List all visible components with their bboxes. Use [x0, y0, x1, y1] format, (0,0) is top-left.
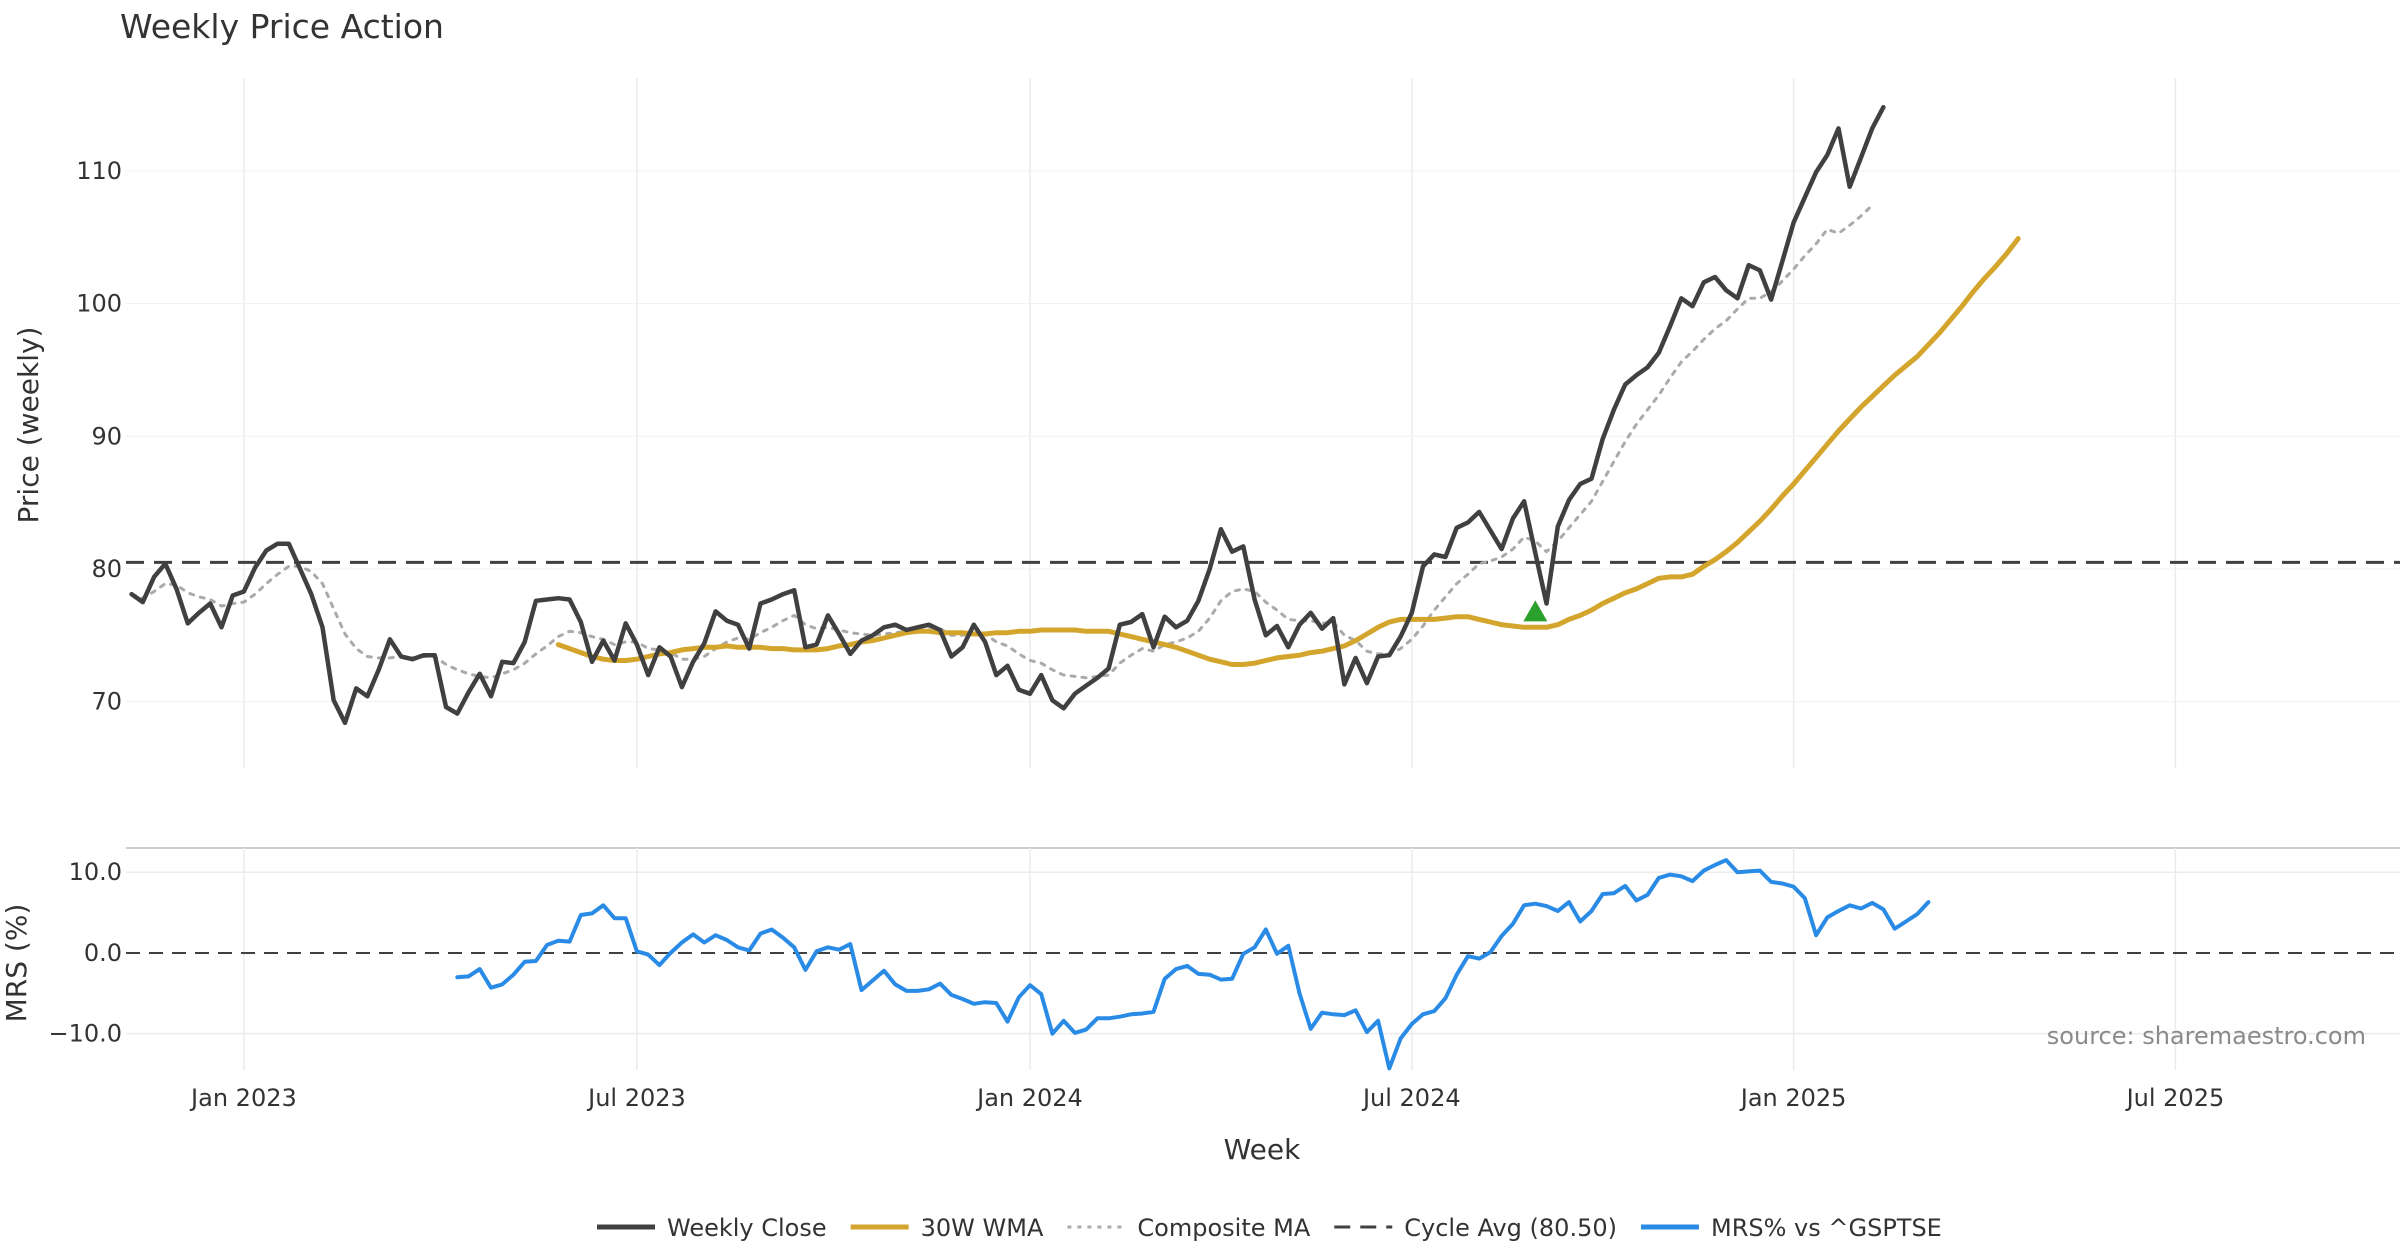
- x-tick-label: Jan 2024: [975, 1084, 1083, 1112]
- x-tick-label: Jan 2023: [189, 1084, 297, 1112]
- mrs-y-ticks: 10.0 0.0 −10.0: [48, 858, 122, 1047]
- price-y-tick-label: 100: [76, 290, 122, 318]
- price-y-tick-label: 70: [91, 688, 122, 716]
- legend-label: MRS% vs ^GSPTSE: [1711, 1214, 1942, 1242]
- mrs-y-tick-label: −10.0: [48, 1020, 122, 1048]
- chart-legend: Weekly Close 30W WMA Composite MA Cycle Avg…: [597, 1214, 1942, 1242]
- mrs-panel-grid: [126, 848, 2400, 1070]
- x-tick-label: Jul 2025: [2125, 1084, 2225, 1112]
- price-y-tick-label: 80: [91, 555, 122, 583]
- buy-signal-marker: [1523, 600, 1548, 622]
- legend-label: Cycle Avg (80.50): [1404, 1214, 1617, 1242]
- mrs-series-group: [455, 858, 1931, 1071]
- price-y-axis-label: Price (weekly): [12, 327, 45, 524]
- x-tick-label: Jul 2023: [586, 1084, 686, 1112]
- legend-label: 30W WMA: [921, 1214, 1044, 1242]
- composite-ma-line: [130, 203, 1874, 680]
- 30w-wma-line: [555, 236, 2021, 667]
- mrs-y-axis-label: MRS (%): [0, 904, 33, 1023]
- price-y-tick-label: 90: [91, 422, 122, 450]
- legend-label: Weekly Close: [667, 1214, 827, 1242]
- mrs-vs-gsptse-line: [455, 858, 1931, 1071]
- price-y-ticks: 70 80 90 100 110: [76, 157, 122, 716]
- price-panel-grid: [126, 78, 2400, 768]
- x-tick-label: Jul 2024: [1361, 1084, 1461, 1112]
- price-y-tick-label: 110: [76, 157, 122, 185]
- x-axis-label: Week: [1224, 1133, 1301, 1166]
- x-tick-label: Jan 2025: [1739, 1084, 1847, 1112]
- source-credit: source: sharemaestro.com: [2047, 1022, 2366, 1050]
- x-axis-ticks: Jan 2023 Jul 2023 Jan 2024 Jul 2024 Jan 2025…: [189, 1084, 2224, 1112]
- mrs-y-tick-label: 0.0: [84, 939, 122, 967]
- mrs-y-tick-label: 10.0: [69, 858, 122, 886]
- weekly-close-line: [129, 104, 1886, 726]
- price-series-group: [129, 104, 2021, 726]
- legend-label: Composite MA: [1137, 1214, 1310, 1242]
- chart-title: Weekly Price Action: [120, 7, 444, 46]
